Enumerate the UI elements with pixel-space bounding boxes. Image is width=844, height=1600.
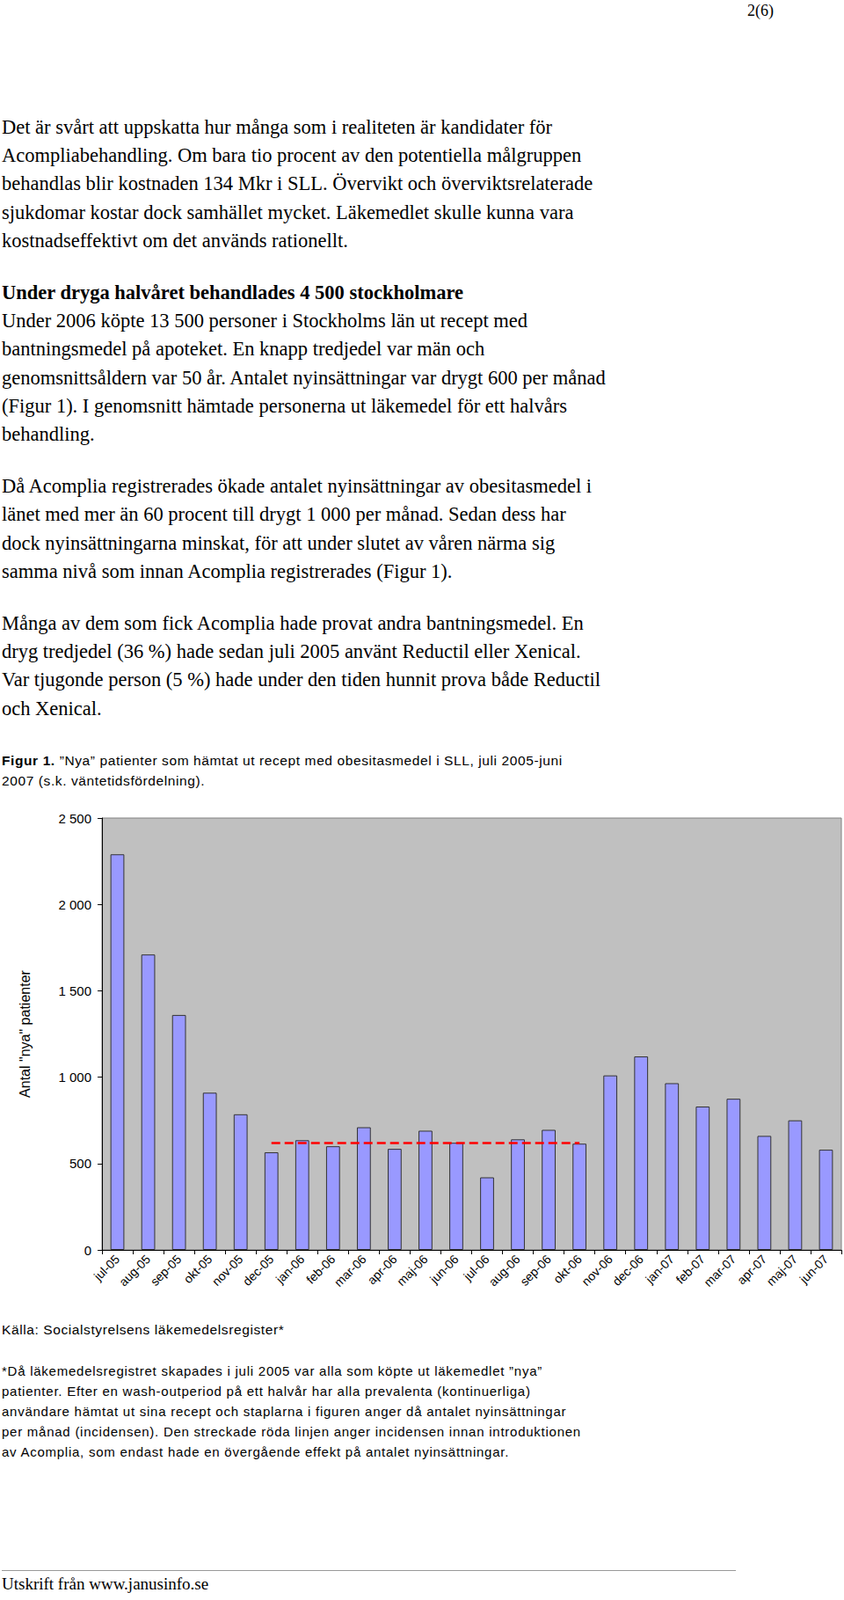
html-text:Utskrift från www.janusinfo.se: Utskrift från www.janusinfo.se: [1, 1573, 209, 1593]
svg-text:okt-05: okt-05: [181, 1251, 216, 1286]
html-text:länet med mer än 60 procent ti: länet med mer än 60 procent till drygt 1…: [1, 503, 566, 526]
html-text:Många av dem som fick Acomplia: Många av dem som fick Acomplia hade prov…: [1, 611, 584, 634]
svg-text:okt-06: okt-06: [550, 1251, 585, 1286]
html-text:och Xenical.: och Xenical.: [1, 696, 102, 719]
svg-text:mar-07: mar-07: [700, 1251, 739, 1289]
svg-text:feb-06: feb-06: [303, 1251, 339, 1286]
html-text:Under dryga halvåret behandlad: Under dryga halvåret behandlades 4 500 s…: [1, 281, 464, 304]
html-text:av Acomplia, som endast hade e: av Acomplia, som endast hade en övergåen…: [1, 1443, 510, 1459]
svg-text:feb-07: feb-07: [673, 1251, 708, 1286]
svg-text:nov-06: nov-06: [578, 1251, 616, 1288]
svg-text:maj-06: maj-06: [393, 1251, 431, 1288]
svg-text:sep-06: sep-06: [516, 1251, 554, 1288]
svg-text:apr-06: apr-06: [364, 1251, 401, 1287]
svg-text:jul-05: jul-05: [91, 1251, 123, 1283]
html-text:samma nivå som innan Acomplia: samma nivå som innan Acomplia registrera…: [1, 559, 453, 582]
html-text:2(6): 2(6): [747, 1, 774, 20]
html-text:Figur 1. ”Nya” patienter som h: Figur 1. ”Nya” patienter som hämtat ut r…: [1, 752, 563, 768]
svg-text:aug-05: aug-05: [116, 1251, 153, 1288]
html-text:Då Acomplia registrerades ökad: Då Acomplia registrerades ökade antalet …: [1, 474, 592, 497]
html-text:(Figur 1). I genomsnitt hämtad: (Figur 1). I genomsnitt hämtade personer…: [1, 394, 567, 417]
svg-text:jul-06: jul-06: [460, 1251, 493, 1283]
svg-text:nov-05: nov-05: [209, 1251, 247, 1288]
html-text:behandlas blir kostnaden 134 M: behandlas blir kostnaden 134 Mkr i SLL. …: [1, 172, 593, 195]
html-text:dryg tredjedel (36 %) hade sed: dryg tredjedel (36 %) hade sedan juli 20…: [1, 640, 581, 663]
svg-text:jun-07: jun-07: [796, 1251, 832, 1287]
html-text:användare hämtat ut sina recep: användare hämtat ut sina recept och stap…: [1, 1403, 567, 1419]
svg-text:0: 0: [84, 1242, 92, 1258]
html-text:Var tjugonde person (5 %) hade: Var tjugonde person (5 %) hade under den…: [1, 668, 601, 691]
html-text:*Då läkemedelsregistret skapad: *Då läkemedelsregistret skapades i juli …: [1, 1362, 543, 1378]
html-text:2007 (s.k. väntetidsfördelning: 2007 (s.k. väntetidsfördelning).: [1, 772, 206, 788]
html-text:Acompliabehandling. Om bara ti: Acompliabehandling. Om bara tio procent …: [1, 144, 582, 167]
html-text:dock nyinsättningarna minskat,: dock nyinsättningarna minskat, för att u…: [1, 531, 555, 554]
svg-text:2 500: 2 500: [58, 810, 92, 826]
svg-text:2 000: 2 000: [58, 896, 92, 912]
svg-text:500: 500: [69, 1155, 92, 1171]
svg-text:1 500: 1 500: [58, 982, 92, 998]
html-text:sjukdomar kostar dock samhälle: sjukdomar kostar dock samhället mycket. …: [1, 200, 574, 223]
html-text:Under 2006 köpte 13 500 person: Under 2006 köpte 13 500 personer i Stock…: [1, 309, 528, 332]
svg-text:jan-06: jan-06: [272, 1251, 308, 1287]
svg-text:aug-06: aug-06: [486, 1251, 524, 1288]
svg-text:apr-07: apr-07: [734, 1251, 770, 1287]
html-text:patienter. Efter en wash-outpe: patienter. Efter en wash-outperiod på et…: [1, 1382, 531, 1398]
svg-text:sep-05: sep-05: [147, 1251, 185, 1288]
svg-text:jun-06: jun-06: [426, 1251, 462, 1287]
svg-text:mar-06: mar-06: [331, 1251, 370, 1289]
svg-text:1 000: 1 000: [58, 1069, 92, 1085]
svg-text:Antal "nya" patienter: Antal "nya" patienter: [17, 968, 33, 1097]
html-text:per månad (incidensen). Den st: per månad (incidensen). Den streckade rö…: [1, 1423, 582, 1439]
svg-text:jan-07: jan-07: [641, 1251, 677, 1287]
html-text:behandling.: behandling.: [1, 422, 95, 445]
html-text:Det är svårt att uppskatta hur: Det är svårt att uppskatta hur många som…: [1, 116, 553, 139]
html-text:genomsnittsåldern var 50 år. A: genomsnittsåldern var 50 år. Antalet nyi…: [1, 366, 606, 389]
svg-text:dec-06: dec-06: [609, 1251, 647, 1288]
html-text:Källa: Socialstyrelsens läkeme: Källa: Socialstyrelsens läkemedelsregist…: [1, 1321, 285, 1337]
svg-text:dec-05: dec-05: [240, 1251, 277, 1288]
svg-text:maj-07: maj-07: [763, 1251, 801, 1288]
html-text:bantningsmedel på apoteket. En: bantningsmedel på apoteket. En knapp tre…: [1, 337, 485, 360]
html-text:kostnadseffektivt om det använ: kostnadseffektivt om det används ratione…: [1, 229, 349, 252]
